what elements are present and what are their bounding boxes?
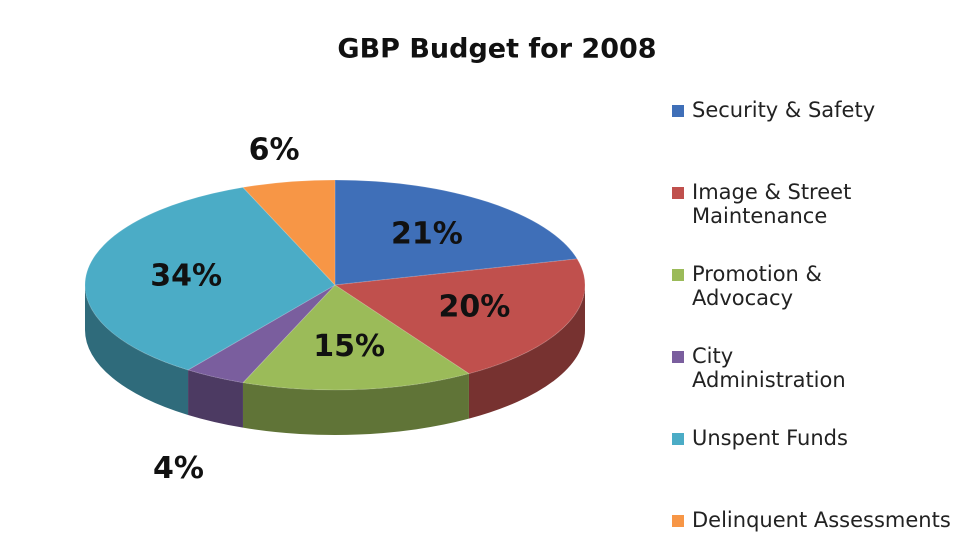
legend-swatch: [672, 351, 684, 363]
slice: [241, 179, 336, 287]
data-label: 34%: [150, 259, 222, 294]
legend-swatch: [672, 187, 684, 199]
legend-label: Image & Street Maintenance: [692, 180, 852, 228]
slice-side: [188, 369, 243, 428]
slice: [334, 179, 578, 286]
legend-label: City Administration: [692, 344, 846, 392]
legend-swatch: [672, 515, 684, 527]
legend-item: City Administration: [672, 344, 962, 392]
data-label: 6%: [249, 132, 300, 167]
legend-swatch: [672, 433, 684, 445]
legend-item: Image & Street Maintenance: [672, 180, 962, 228]
data-label: 15%: [313, 329, 385, 364]
data-label: 21%: [391, 217, 463, 252]
legend-label: Security & Safety: [692, 98, 876, 122]
slice: [186, 284, 336, 384]
slice: [84, 186, 336, 371]
slice: [241, 284, 471, 391]
data-label: 20%: [439, 290, 511, 325]
legend-item: Unspent Funds: [672, 426, 962, 450]
legend-label: Delinquent Assessments: [692, 508, 951, 532]
legend-label: Promotion & Advocacy: [692, 262, 822, 310]
chart-title: GBP Budget for 2008: [337, 34, 656, 65]
slice: [333, 258, 586, 375]
slice-side: [468, 285, 585, 419]
legend-item: Promotion & Advocacy: [672, 262, 962, 310]
slice-side: [85, 285, 189, 415]
legend-swatch: [672, 105, 684, 117]
legend-swatch: [672, 269, 684, 281]
legend-item: Delinquent Assessments: [672, 508, 962, 532]
slice-side: [242, 373, 469, 435]
legend-item: Security & Safety: [672, 98, 962, 122]
legend-label: Unspent Funds: [692, 426, 848, 450]
data-label: 4%: [153, 451, 204, 486]
